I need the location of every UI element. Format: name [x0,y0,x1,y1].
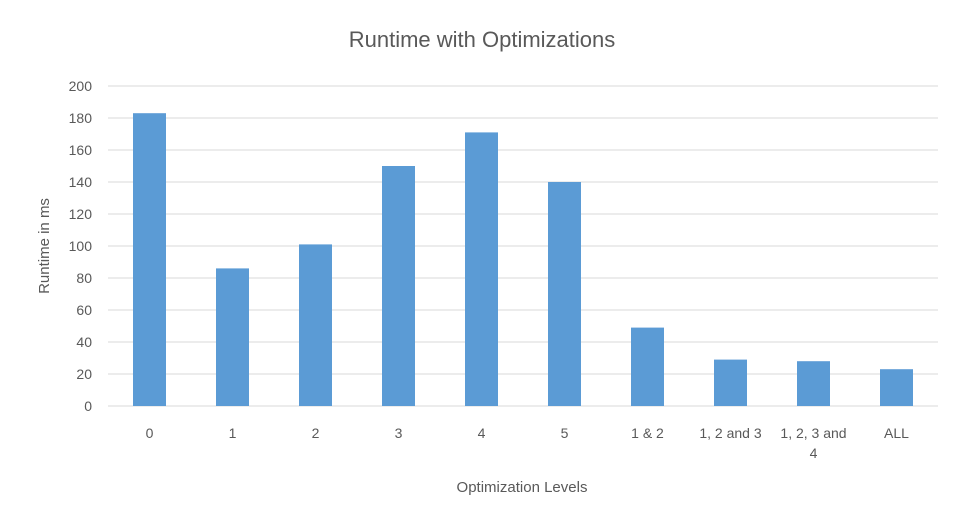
bar [631,327,664,406]
x-tick-label: 2 [312,425,320,441]
y-tick-label: 140 [69,174,93,190]
y-tick-label: 100 [69,238,93,254]
bar [216,268,249,406]
bar [548,182,581,406]
y-tick-label: 20 [76,366,92,382]
y-tick-label: 80 [76,270,92,286]
x-tick-label: 1, 2 and 3 [699,425,761,441]
y-tick-label: 180 [69,110,93,126]
y-tick-label: 120 [69,206,93,222]
x-tick-label: 1 [229,425,237,441]
bar [880,369,913,406]
y-tick-label: 0 [84,398,92,414]
x-tick-label: 4 [478,425,486,441]
y-tick-label: 60 [76,302,92,318]
bar [465,132,498,406]
y-tick-label: 160 [69,142,93,158]
x-tick-label: 5 [561,425,569,441]
y-tick-label: 200 [69,78,93,94]
x-axis-title: Optimization Levels [457,479,588,496]
x-tick-label: 1 & 2 [631,425,664,441]
y-axis-title: Runtime in ms [36,198,53,294]
chart-title: Runtime with Optimizations [349,27,616,52]
bar [382,166,415,406]
bars [133,113,913,406]
x-tick-label: 1, 2, 3 and 4 [780,425,846,461]
x-tick-label: ALL [884,425,909,441]
y-tick-labels: 0 20 40 60 80 100 120 140 160 180 200 [69,78,93,414]
x-tick-labels: 0 1 2 3 4 5 1 & 2 1, 2 and 3 1, 2, 3 and 4 ALL [146,425,910,461]
bar [299,244,332,406]
x-tick-label: 0 [146,425,154,441]
bar [797,361,830,406]
bar [133,113,166,406]
y-tick-label: 40 [76,334,92,350]
bar [714,359,747,406]
x-tick-label: 3 [395,425,403,441]
